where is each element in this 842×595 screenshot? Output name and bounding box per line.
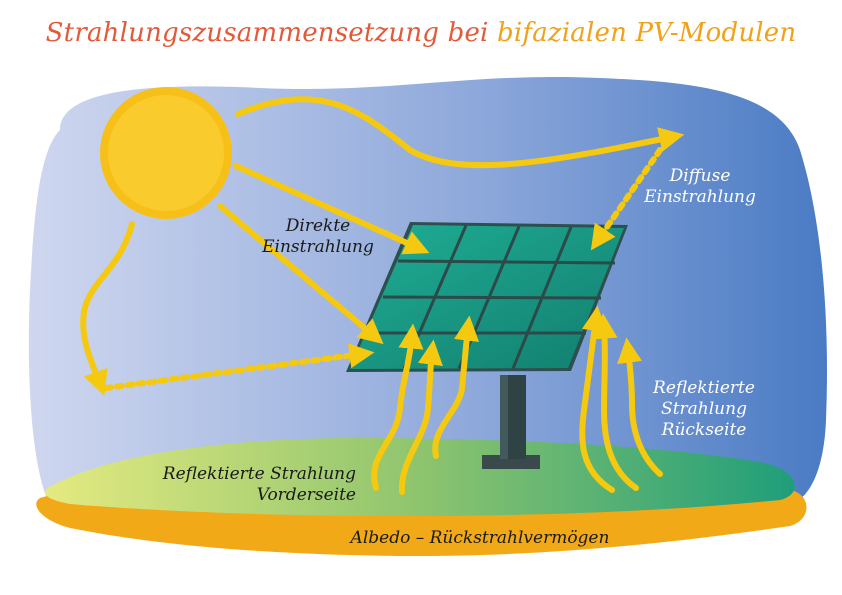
reflected-front-arrow-3 xyxy=(432,315,480,459)
title-main: Strahlungszusammensetzung bei xyxy=(45,18,498,48)
direct-arrow-upper xyxy=(233,163,430,255)
mount-pole-highlight xyxy=(500,375,508,459)
diagram-title: Strahlungszusammensetzung bei bifazialen… xyxy=(0,18,842,48)
label-reflected-back-line2: Strahlung xyxy=(661,399,747,419)
ground-dotted-arrow xyxy=(103,343,375,391)
reflected-front-arrow-2 xyxy=(398,339,443,495)
label-diffuse: Diffuse Einstrahlung xyxy=(640,166,760,208)
radiation-arrows xyxy=(80,96,685,495)
reflected-back-arrow-2 xyxy=(592,313,639,491)
direct-arrow-lower xyxy=(217,203,384,345)
label-direct-line2: Einstrahlung xyxy=(262,237,374,257)
label-diffuse-line2: Einstrahlung xyxy=(644,187,756,207)
ground-arrow xyxy=(80,221,135,396)
label-albedo: Albedo – Rückstrahlvermögen xyxy=(350,528,610,548)
reflected-front-arrow-1 xyxy=(371,323,424,491)
diffuse-arrow xyxy=(235,96,685,169)
label-direct: Direkte Einstrahlung xyxy=(258,216,378,258)
label-reflected-front: Reflektierte Strahlung Vorderseite xyxy=(150,464,356,506)
title-accent: bifazialen PV-Modulen xyxy=(497,18,797,48)
label-reflected-back-line3: Rückseite xyxy=(661,420,747,440)
reflected-back-arrow-3 xyxy=(617,337,663,477)
label-direct-line1: Direkte xyxy=(285,216,351,236)
label-reflected-front-line2: Vorderseite xyxy=(256,485,356,505)
sun-core xyxy=(108,95,224,211)
reflected-back-arrow-1 xyxy=(579,305,615,493)
label-reflected-front-line1: Reflektierte Strahlung xyxy=(162,464,356,484)
label-diffuse-line1: Diffuse xyxy=(669,166,731,186)
ground-meadow xyxy=(44,437,795,516)
diffuse-dotted-arrow xyxy=(590,147,663,251)
label-reflected-back: Reflektierte Strahlung Rückseite xyxy=(644,378,764,441)
label-reflected-back-line1: Reflektierte xyxy=(653,378,755,398)
